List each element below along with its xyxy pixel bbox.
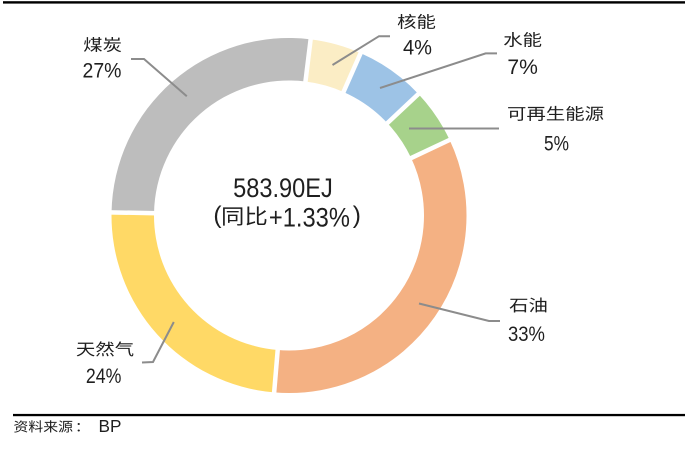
svg-text:7%: 7%: [507, 56, 538, 79]
svg-text:5%: 5%: [544, 133, 569, 156]
svg-text:): ): [353, 202, 361, 229]
svg-text:+1.33%: +1.33%: [269, 202, 350, 232]
svg-text:27%: 27%: [83, 60, 122, 83]
svg-text:BP: BP: [99, 416, 122, 436]
svg-text:(: (: [213, 202, 222, 229]
svg-text:33%: 33%: [508, 323, 545, 346]
svg-text:4%: 4%: [403, 36, 432, 59]
svg-text:24%: 24%: [86, 365, 122, 388]
svg-text:583.90EJ: 583.90EJ: [233, 173, 333, 203]
